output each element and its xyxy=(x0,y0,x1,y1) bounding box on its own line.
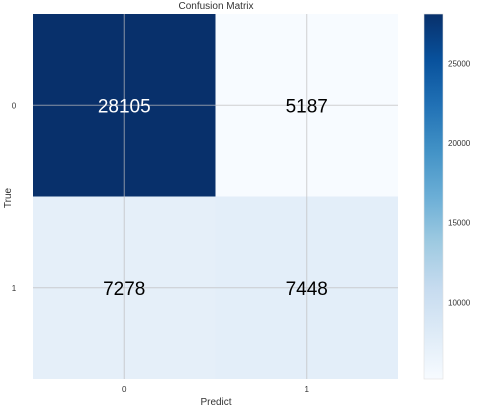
heatmap-cells xyxy=(33,14,398,379)
colorbar-tick-label-0: 10000 xyxy=(448,298,471,307)
x-tick-label-0: 0 xyxy=(122,385,127,394)
colorbar-tick-label-1: 15000 xyxy=(448,219,471,228)
cell-value-label-0-0: 28105 xyxy=(98,96,151,117)
y-axis-label: True xyxy=(3,187,14,208)
colorbar xyxy=(423,13,444,380)
cell-value-labels: 28105 5187 7278 7448 xyxy=(98,96,328,300)
colorbar-tick-labels: 10000 15000 20000 25000 xyxy=(448,59,471,307)
y-tick-label-1: 1 xyxy=(12,284,17,293)
y-tick-labels: 01 xyxy=(12,101,17,293)
cell-value-label-0-1: 5187 xyxy=(286,96,328,117)
cell-value-label-1-1: 7448 xyxy=(286,279,328,300)
colorbar-tick-label-2: 20000 xyxy=(448,139,471,148)
x-tick-label-1: 1 xyxy=(305,385,310,394)
cell-value-label-1-0: 7278 xyxy=(103,279,145,300)
colorbar-tick-label-3: 25000 xyxy=(448,59,471,68)
x-axis-label: Predict xyxy=(200,397,231,408)
y-tick-label-0: 0 xyxy=(12,101,17,110)
grid-lines xyxy=(33,14,398,379)
chart-title: Confusion Matrix xyxy=(178,1,253,12)
